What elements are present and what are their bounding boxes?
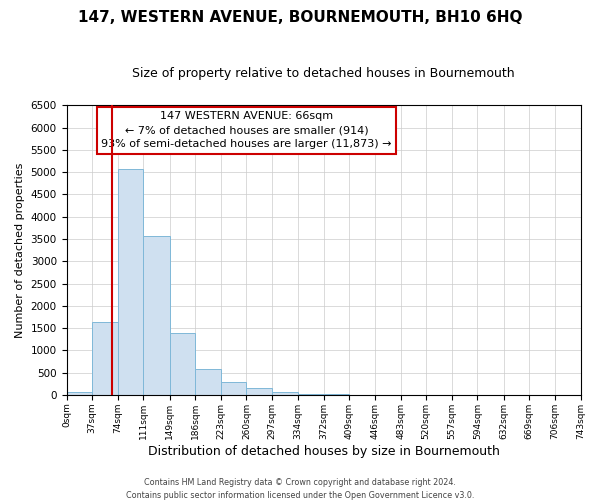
Bar bbox=[221, 382, 247, 395]
Bar bbox=[272, 392, 298, 395]
Bar bbox=[92, 322, 118, 395]
Y-axis label: Number of detached properties: Number of detached properties bbox=[15, 162, 25, 338]
Bar bbox=[118, 170, 143, 395]
Bar bbox=[298, 394, 324, 395]
X-axis label: Distribution of detached houses by size in Bournemouth: Distribution of detached houses by size … bbox=[148, 444, 499, 458]
Text: Contains HM Land Registry data © Crown copyright and database right 2024.
Contai: Contains HM Land Registry data © Crown c… bbox=[126, 478, 474, 500]
Bar bbox=[247, 388, 272, 395]
Bar bbox=[143, 236, 170, 395]
Title: Size of property relative to detached houses in Bournemouth: Size of property relative to detached ho… bbox=[132, 68, 515, 80]
Text: 147, WESTERN AVENUE, BOURNEMOUTH, BH10 6HQ: 147, WESTERN AVENUE, BOURNEMOUTH, BH10 6… bbox=[78, 10, 522, 25]
Bar bbox=[170, 333, 195, 395]
Text: 147 WESTERN AVENUE: 66sqm
← 7% of detached houses are smaller (914)
93% of semi-: 147 WESTERN AVENUE: 66sqm ← 7% of detach… bbox=[101, 111, 392, 149]
Bar bbox=[67, 392, 92, 395]
Bar bbox=[195, 369, 221, 395]
